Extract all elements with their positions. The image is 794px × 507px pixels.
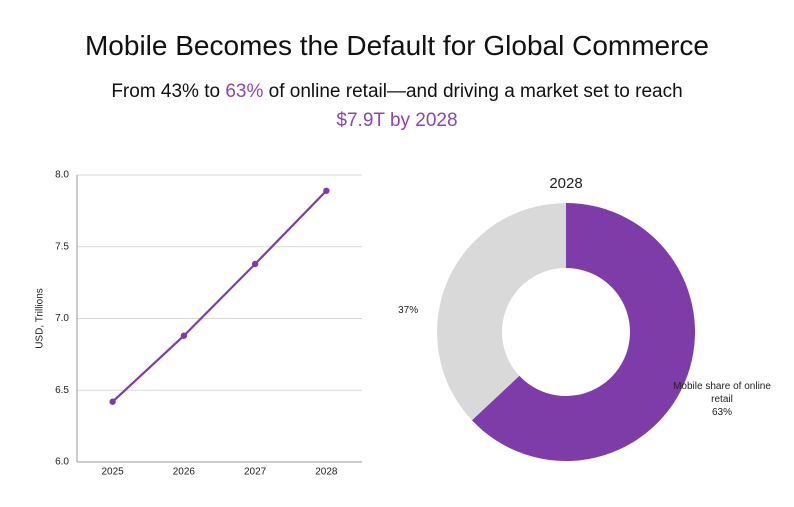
y-axis-label: USD, Trillions bbox=[35, 288, 46, 349]
y-tick-label: 7.0 bbox=[55, 313, 69, 324]
x-tick-label: 2025 bbox=[102, 467, 125, 478]
line bbox=[111, 190, 328, 403]
x-tick-label: 2028 bbox=[315, 467, 338, 478]
slice-name: Mobile share of online retail bbox=[673, 381, 771, 405]
slice-label: Mobile share of online retail 63% bbox=[672, 380, 772, 419]
y-tick-label: 6.5 bbox=[55, 385, 69, 396]
subtitle-text: From 43% to bbox=[111, 81, 226, 102]
subtitle-highlight: 63% bbox=[225, 81, 264, 102]
y-tick-label: 8.0 bbox=[55, 170, 69, 181]
x-tick-label: 2026 bbox=[173, 467, 196, 478]
slice bbox=[471, 203, 696, 461]
point bbox=[323, 187, 330, 194]
slice bbox=[437, 203, 566, 421]
y-tick-label: 6.0 bbox=[55, 457, 69, 468]
point bbox=[251, 260, 259, 268]
slice-value-label: 37% bbox=[398, 305, 418, 316]
point bbox=[180, 332, 188, 339]
x-tick-label: 2027 bbox=[244, 467, 267, 478]
subtitle: From 43% to 63% of online retail—and dri… bbox=[0, 77, 794, 135]
slice-value-label: 63% bbox=[711, 407, 732, 418]
y-tick-label: 7.5 bbox=[55, 241, 69, 252]
title: Mobile Becomes the Default for Global Co… bbox=[84, 30, 710, 61]
subtitle-highlight: $7.9T by 2028 bbox=[336, 110, 458, 131]
subtitle-text: of online retail—and driving a market se… bbox=[263, 81, 683, 102]
point bbox=[109, 398, 116, 405]
pie-title: 2028 bbox=[549, 175, 582, 192]
